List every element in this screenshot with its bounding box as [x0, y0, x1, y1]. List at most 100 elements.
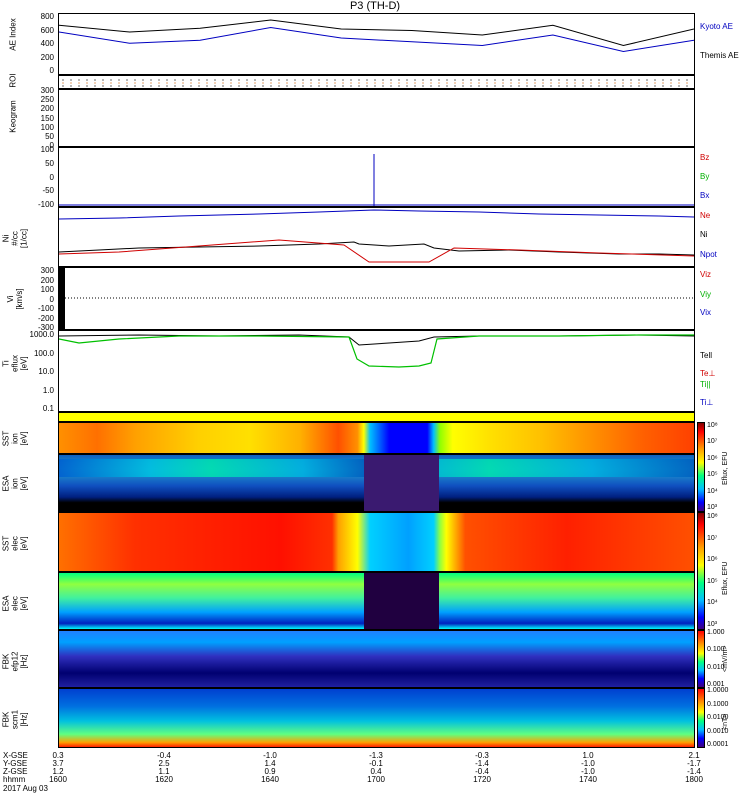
x-axis-x-value: -1.3	[369, 751, 383, 760]
tell-legend: Tell	[700, 351, 713, 360]
roi-dot	[638, 85, 640, 87]
roi-dot	[246, 79, 248, 81]
colorbar-tick-label: 0.0001	[707, 741, 729, 748]
roi-dot	[678, 82, 680, 84]
fbk-efp-panel	[58, 630, 695, 688]
y-tick-label: 800	[40, 12, 54, 21]
x-axis-y-value: 1.4	[264, 759, 276, 768]
ti-par-trace	[59, 334, 694, 368]
roi-dot	[614, 79, 616, 81]
roi-dot	[254, 79, 256, 81]
colorbar-tick-label: 0.100	[707, 646, 725, 654]
roi-dot	[198, 85, 200, 87]
roi-dot	[286, 82, 288, 84]
colorbar-tick-label: 10⁷	[707, 534, 718, 542]
roi-dot	[446, 82, 448, 84]
roi-dot	[638, 79, 640, 81]
roi-dot	[334, 79, 336, 81]
x-axis-t-value: 1700	[367, 775, 385, 784]
roi-dot	[654, 85, 656, 87]
roi-dot	[646, 79, 648, 81]
y-tick-label: 100	[40, 285, 54, 294]
roi-dot	[366, 85, 368, 87]
x-axis-y-value: -1.7	[687, 759, 701, 768]
bx-legend: Bx	[700, 191, 710, 200]
roi-dot	[678, 79, 680, 81]
keogram-ylabel: Keogram	[8, 100, 18, 133]
density-plot	[59, 209, 694, 263]
roi-dot	[598, 79, 600, 81]
x-axis-x-value: -0.4	[157, 751, 171, 760]
roi-dot	[414, 79, 416, 81]
roi-dot	[134, 85, 136, 87]
roi-dot	[158, 82, 160, 84]
roi-dot	[398, 82, 400, 84]
roi-dot	[614, 82, 616, 84]
roi-ylabel: ROI	[8, 73, 18, 88]
vix-legend: Vix	[700, 308, 711, 317]
roi-dot	[310, 79, 312, 81]
roi-dot	[86, 79, 88, 81]
roi-dot	[110, 85, 112, 87]
sst-ion-panel	[58, 422, 695, 454]
x-axis-t-value: 1620	[155, 775, 173, 784]
roi-dot	[414, 85, 416, 87]
roi-dot	[526, 79, 528, 81]
roi-dot	[622, 85, 624, 87]
roi-dot	[254, 82, 256, 84]
x-gse-label: X-GSE	[3, 751, 28, 760]
roi-dot	[358, 79, 360, 81]
colorbar-tick-label: 10⁶	[707, 556, 718, 564]
roi-dot	[574, 82, 576, 84]
roi-dot	[422, 82, 424, 84]
roi-dot	[110, 79, 112, 81]
roi-dot	[222, 79, 224, 81]
y-tick-label: 1000.0	[29, 330, 54, 339]
roi-dot	[142, 79, 144, 81]
colorbar-tick-label: 0.010	[707, 663, 725, 671]
ti-perp-legend: Ti⊥	[700, 398, 714, 407]
y-tick-label: 300	[40, 266, 54, 275]
roi-dot	[374, 82, 376, 84]
roi-dot	[286, 79, 288, 81]
roi-dot	[662, 79, 664, 81]
colorbar-tick-label: 10⁷	[707, 438, 718, 446]
roi-dot	[190, 85, 192, 87]
roi-dot	[134, 82, 136, 84]
y-tick-label: -100	[37, 200, 54, 209]
roi-dot	[174, 79, 176, 81]
roi-dot	[438, 85, 440, 87]
roi-dot	[502, 85, 504, 87]
roi-dot	[374, 79, 376, 81]
esa-ion-gap	[364, 455, 439, 511]
roi-dot	[550, 85, 552, 87]
roi-dot	[302, 82, 304, 84]
roi-dot	[430, 85, 432, 87]
roi-dot	[126, 82, 128, 84]
roi-dot	[582, 82, 584, 84]
x-axis-block: X-GSE Y-GSE Z-GSE hhmm 2017 Aug 03 0.3 3.…	[0, 752, 750, 800]
roi-dot	[542, 85, 544, 87]
y-tick-label: 150	[40, 113, 54, 123]
roi-dot	[526, 85, 528, 87]
x-axis-y-value: -0.1	[369, 759, 383, 768]
roi-dot	[454, 82, 456, 84]
ae-index-plot	[59, 19, 694, 53]
roi-dot	[94, 85, 96, 87]
y-tick-label: 400	[40, 39, 54, 48]
fbk-b-colorbar	[697, 688, 705, 748]
colorbar-tick-label: 0.0100	[707, 714, 729, 721]
roi-dot	[486, 79, 488, 81]
roi-dot	[438, 82, 440, 84]
fbk-b-title: <nT>	[722, 713, 729, 730]
roi-dot	[318, 82, 320, 84]
roi-dot	[62, 85, 64, 87]
x-axis-y-value: 2.5	[158, 759, 170, 768]
y-tick-label: -300	[37, 323, 54, 332]
colorbar-tick-label: 0.0010	[707, 727, 729, 735]
y-gse-label: Y-GSE	[3, 759, 28, 768]
roi-dot	[534, 79, 536, 81]
ae-index-ylabel: AE Index	[8, 18, 18, 51]
roi-dot	[646, 85, 648, 87]
ne-trace	[59, 239, 694, 263]
